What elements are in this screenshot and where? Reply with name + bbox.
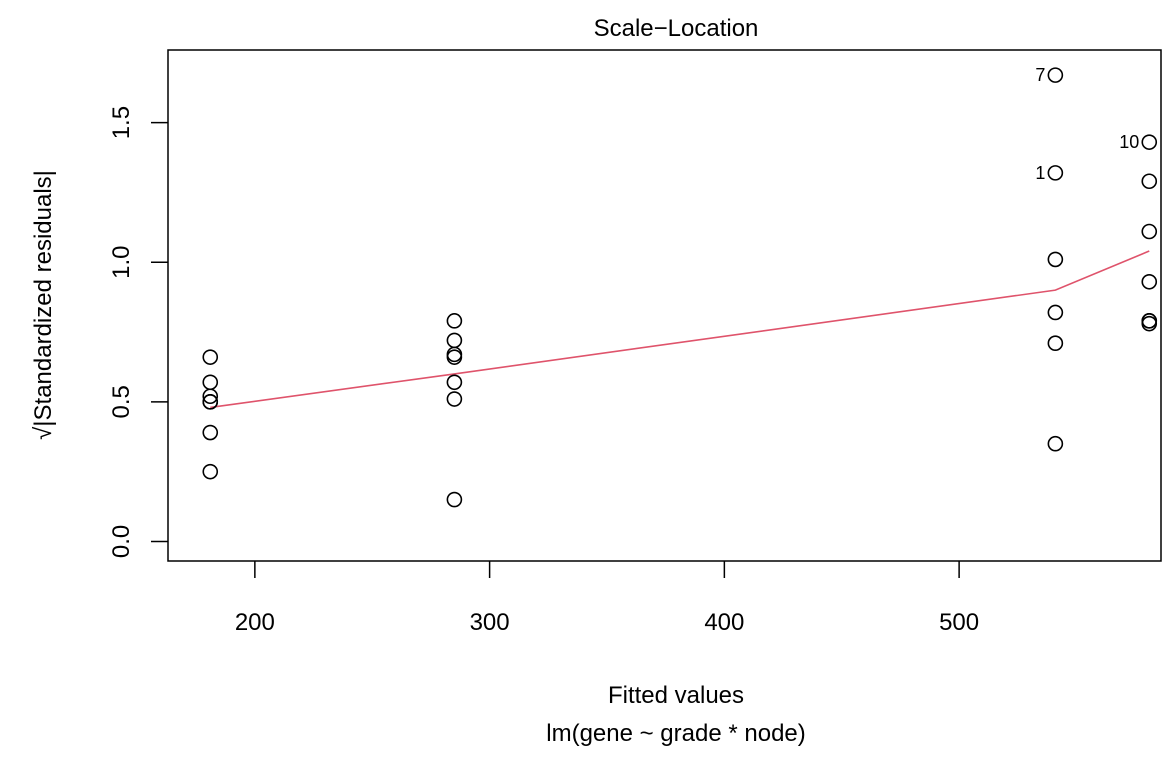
y-tick-label: 0.0 <box>108 525 135 558</box>
data-point <box>446 332 463 349</box>
data-point <box>1141 313 1158 329</box>
data-point <box>446 313 463 329</box>
x-tick-label: 200 <box>235 609 275 636</box>
y-axis-label: √|Standardized residuals| <box>30 170 57 440</box>
plot-frame <box>167 49 1162 562</box>
data-point <box>202 394 219 410</box>
y-axis: 0.0 0.5 1.0 1.5 <box>108 106 168 558</box>
data-point <box>1141 273 1158 290</box>
data-point <box>446 391 463 407</box>
data-point <box>1141 173 1158 190</box>
point-label: 7 <box>1035 65 1045 85</box>
points-layer <box>202 67 1158 508</box>
data-point <box>1141 223 1158 240</box>
annotations-layer: 7 1 10 <box>1035 65 1139 183</box>
data-point <box>446 491 463 508</box>
x-tick-label: 400 <box>704 609 744 636</box>
point-label: 1 <box>1035 163 1045 183</box>
y-tick-label: 1.5 <box>108 106 135 139</box>
x-tick-label: 300 <box>470 609 510 636</box>
data-point <box>202 349 219 365</box>
chart-title: Scale−Location <box>594 15 759 42</box>
chart-subtitle: lm(gene ~ grade * node) <box>546 720 806 747</box>
data-point <box>1141 134 1158 150</box>
data-point <box>1047 67 1064 83</box>
y-tick-label: 0.5 <box>108 385 135 418</box>
data-point <box>202 374 219 391</box>
data-point <box>202 463 219 480</box>
data-point <box>202 424 219 441</box>
data-point <box>1047 304 1064 321</box>
point-label: 10 <box>1119 132 1139 152</box>
smooth-line <box>210 250 1150 409</box>
data-point <box>1047 251 1064 268</box>
data-point <box>1047 165 1064 181</box>
x-tick-label: 500 <box>939 609 979 636</box>
data-point <box>202 388 219 405</box>
x-axis: 200 300 400 500 <box>235 561 979 636</box>
data-point <box>446 374 463 391</box>
x-axis-label: Fitted values <box>608 682 744 709</box>
data-point <box>1047 335 1064 351</box>
data-point <box>446 349 463 365</box>
data-point <box>1047 435 1064 452</box>
y-tick-label: 1.0 <box>108 246 135 279</box>
